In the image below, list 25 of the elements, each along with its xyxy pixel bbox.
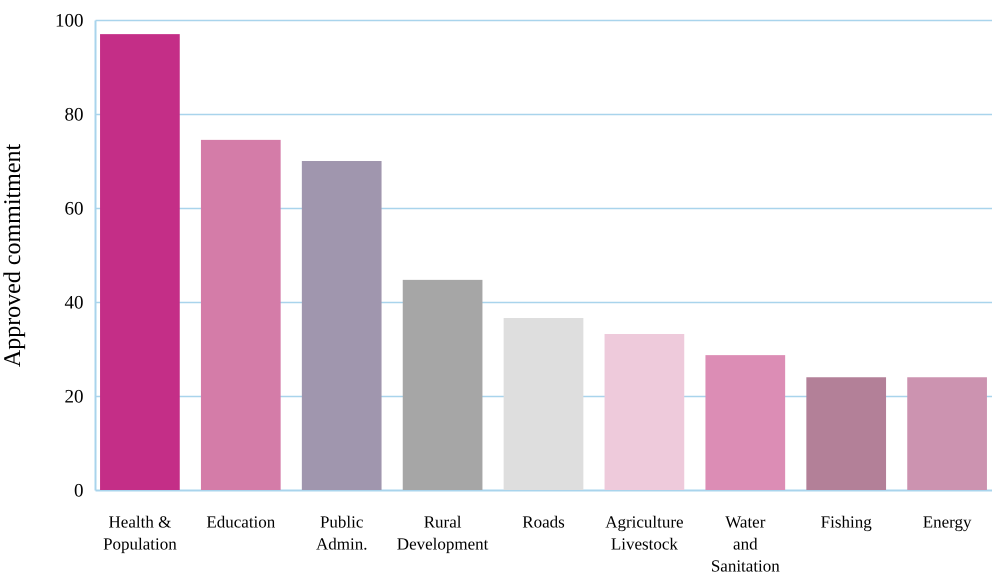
x-tick-label: Education: [206, 512, 276, 532]
bar: [907, 377, 987, 490]
y-tick-label: 60: [64, 198, 84, 220]
x-tick-label: Rural Development: [396, 512, 489, 554]
y-tick-label: 80: [64, 104, 84, 126]
bar: [504, 318, 584, 490]
y-tick-label: 100: [55, 10, 84, 32]
bar: [705, 355, 786, 490]
bar: [402, 280, 482, 490]
bar: [604, 334, 684, 490]
x-tick-label: Fishing: [820, 512, 872, 532]
y-axis-title: Approved commitment: [0, 144, 26, 368]
y-tick-label: 40: [64, 292, 84, 314]
y-tick-label: 20: [64, 386, 84, 408]
x-tick-label: Energy: [922, 512, 972, 532]
bar: [806, 377, 886, 490]
bar: [200, 140, 281, 490]
y-tick-label: 0: [74, 480, 84, 502]
x-tick-label: Roads: [522, 512, 565, 532]
bar: [302, 161, 382, 490]
x-tick-label: Water and Sanitation: [710, 512, 780, 576]
x-tick-label: Health & Population: [103, 512, 178, 554]
x-tick-label: Agriculture Livestock: [605, 512, 684, 554]
bar: [100, 34, 180, 490]
x-tick-label: Public Admin.: [316, 512, 368, 554]
